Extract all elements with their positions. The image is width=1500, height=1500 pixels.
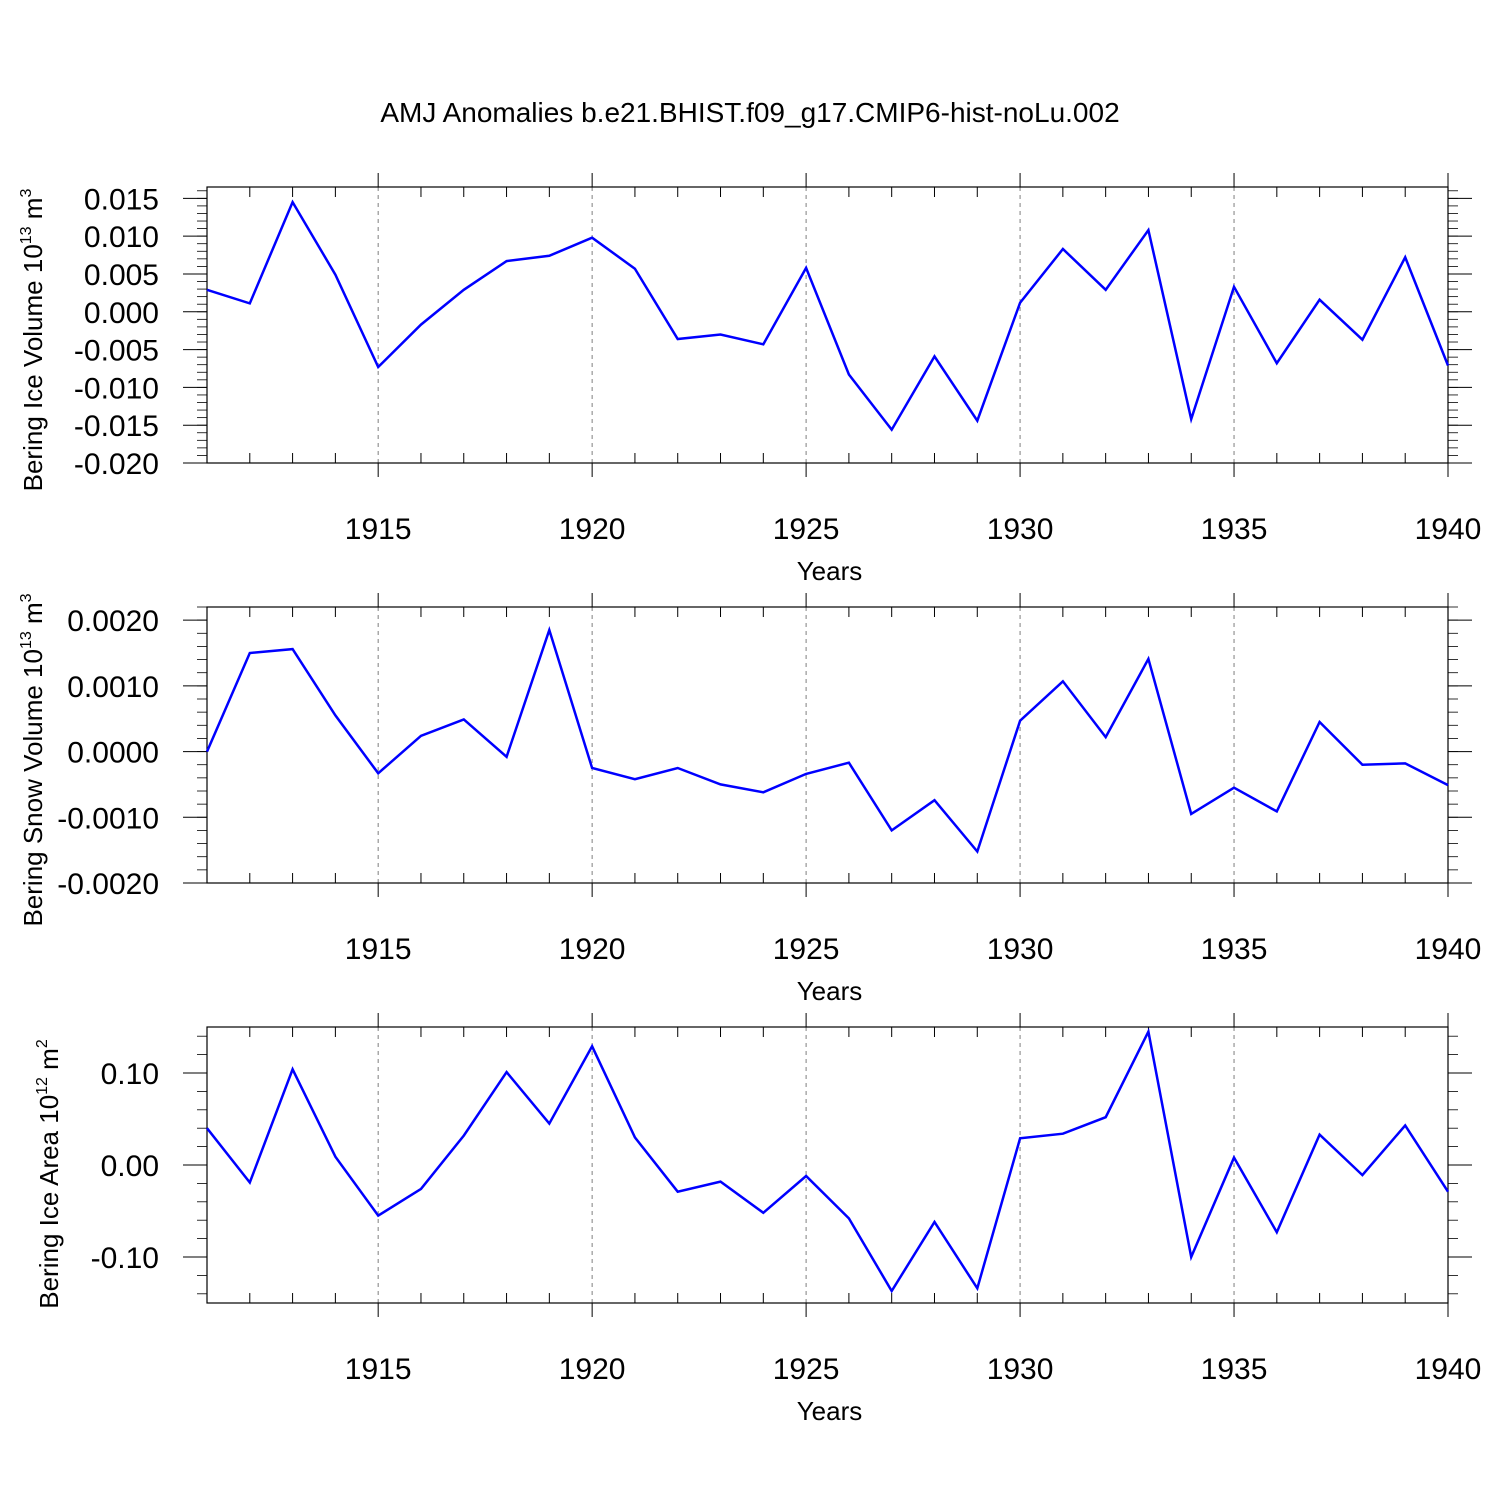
panel-1: 1915 1920 1925 1930 1935 1940 -0.020 -0.015 -0.0…	[18, 173, 1481, 586]
plot-frame	[206, 606, 1449, 884]
y-tick-label: -0.020	[74, 448, 159, 481]
x-axis-title: Years	[797, 1396, 863, 1426]
x-tick-label: 1935	[1201, 513, 1268, 546]
x-tick-label: 1920	[559, 513, 626, 546]
y-tick-label: -0.10	[91, 1242, 159, 1275]
x-tick-label: 1940	[1415, 513, 1482, 546]
y-tick-label: 0.10	[101, 1058, 159, 1091]
x-tick-label: 1930	[987, 1353, 1054, 1386]
y-axis-title: Bering Ice Area 1012 m2	[34, 1039, 64, 1309]
chart-panels: 1915 1920 1925 1930 1935 1940 -0.020 -0.015 -0.0…	[18, 173, 1481, 1426]
y-tick-label: 0.010	[84, 221, 159, 254]
panel-3: 1915 1920 1925 1930 1935 1940 -0.10 0.00 0.10 Yea…	[34, 1013, 1481, 1426]
y-axis-title: Bering Ice Volume 1013 m3	[18, 189, 48, 492]
chart-title: AMJ Anomalies b.e21.BHIST.f09_g17.CMIP6-…	[380, 97, 1119, 128]
x-tick-label: 1920	[559, 1353, 626, 1386]
x-tick-label: 1940	[1415, 933, 1482, 966]
y-tick-label: 0.0020	[67, 605, 159, 638]
x-tick-label: 1915	[345, 933, 412, 966]
y-tick-label: -0.010	[74, 372, 159, 405]
x-tick-label: 1940	[1415, 1353, 1482, 1386]
y-tick-label: 0.000	[84, 297, 159, 330]
y-tick-label: 0.005	[84, 259, 159, 292]
x-tick-label: 1920	[559, 933, 626, 966]
y-tick-label: 0.00	[101, 1150, 159, 1183]
y-tick-label: -0.005	[74, 335, 159, 368]
y-tick-label: 0.0010	[67, 671, 159, 704]
y-tick-label: -0.0020	[57, 868, 159, 901]
x-axis-title: Years	[797, 556, 863, 586]
x-tick-label: 1915	[345, 1353, 412, 1386]
y-tick-label: -0.015	[74, 410, 159, 443]
y-tick-label: 0.015	[84, 183, 159, 216]
panel-2: 1915 1920 1925 1930 1935 1940 -0.0020 -0.0010 0.…	[18, 593, 1481, 1006]
x-tick-label: 1925	[773, 1353, 840, 1386]
x-tick-label: 1935	[1201, 933, 1268, 966]
x-tick-label: 1915	[345, 513, 412, 546]
x-tick-label: 1930	[987, 513, 1054, 546]
x-tick-label: 1925	[773, 513, 840, 546]
y-axis-title: Bering Snow Volume 1013 m3	[18, 593, 48, 926]
series-line	[206, 199, 1450, 432]
x-tick-label: 1925	[773, 933, 840, 966]
plot-frame	[206, 1026, 1449, 1304]
y-tick-label: -0.0010	[57, 802, 159, 835]
series-line	[205, 625, 1449, 855]
y-tick-label: 0.0000	[67, 737, 159, 770]
x-tick-label: 1930	[987, 933, 1054, 966]
plot-frame	[206, 186, 1449, 464]
x-tick-label: 1935	[1201, 1353, 1268, 1386]
x-axis-title: Years	[797, 976, 863, 1006]
series-line	[206, 1027, 1450, 1294]
